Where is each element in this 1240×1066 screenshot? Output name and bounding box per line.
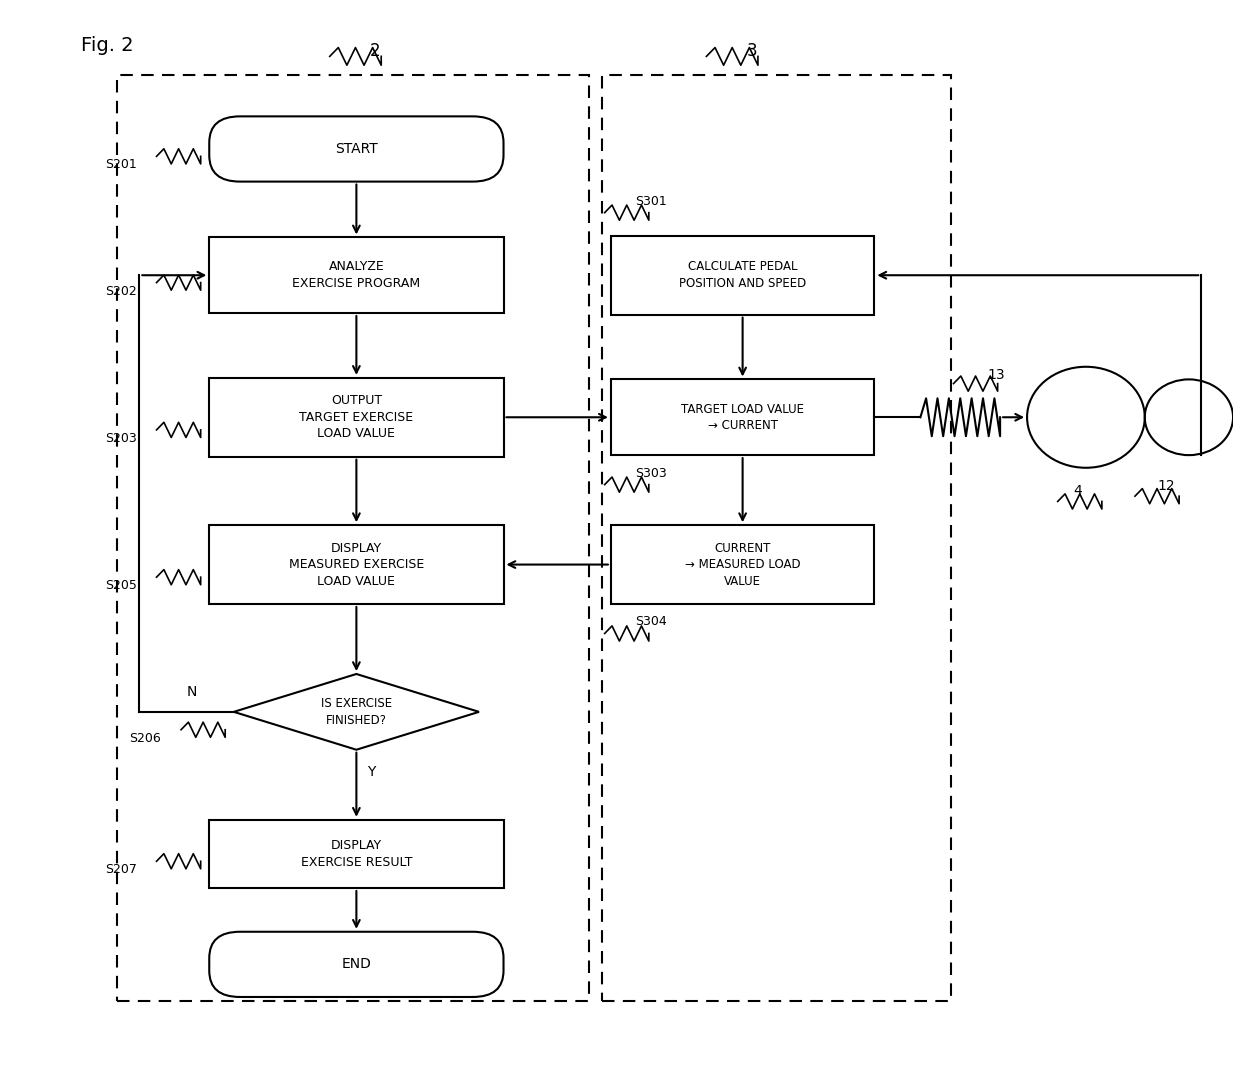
Text: END: END <box>341 957 371 971</box>
Text: TARGET LOAD VALUE
→ CURRENT: TARGET LOAD VALUE → CURRENT <box>681 403 804 432</box>
Text: 3: 3 <box>746 43 758 60</box>
Text: S207: S207 <box>105 863 136 876</box>
Text: S203: S203 <box>105 432 136 445</box>
Text: DISPLAY
MEASURED EXERCISE
LOAD VALUE: DISPLAY MEASURED EXERCISE LOAD VALUE <box>289 542 424 587</box>
Text: 13: 13 <box>988 368 1006 383</box>
Bar <box>118 76 589 1001</box>
Text: S201: S201 <box>105 158 136 172</box>
Text: S206: S206 <box>129 731 161 745</box>
Text: S301: S301 <box>635 195 667 208</box>
Text: Y: Y <box>367 765 376 779</box>
FancyBboxPatch shape <box>210 932 503 997</box>
Bar <box>210 526 503 604</box>
Bar <box>611 526 874 604</box>
Text: S202: S202 <box>105 285 136 297</box>
Bar <box>601 76 951 1001</box>
Text: 2: 2 <box>371 43 381 60</box>
Polygon shape <box>234 674 479 749</box>
Text: S304: S304 <box>635 615 667 628</box>
Text: 12: 12 <box>1157 479 1174 492</box>
Text: DISPLAY
EXERCISE RESULT: DISPLAY EXERCISE RESULT <box>300 839 412 869</box>
Text: N: N <box>186 685 197 699</box>
Bar <box>210 377 503 456</box>
Text: S303: S303 <box>635 467 667 480</box>
Bar <box>611 236 874 314</box>
Text: CALCULATE PEDAL
POSITION AND SPEED: CALCULATE PEDAL POSITION AND SPEED <box>680 260 806 290</box>
Text: S205: S205 <box>105 579 136 592</box>
FancyBboxPatch shape <box>210 116 503 181</box>
Bar <box>611 379 874 455</box>
Bar <box>210 238 503 313</box>
Text: ANALYZE
EXERCISE PROGRAM: ANALYZE EXERCISE PROGRAM <box>293 260 420 290</box>
Text: 4: 4 <box>1074 484 1083 498</box>
Bar <box>210 820 503 888</box>
Text: Fig. 2: Fig. 2 <box>81 36 133 55</box>
Text: START: START <box>335 142 378 156</box>
Text: IS EXERCISE
FINISHED?: IS EXERCISE FINISHED? <box>321 697 392 727</box>
Text: CURRENT
→ MEASURED LOAD
VALUE: CURRENT → MEASURED LOAD VALUE <box>684 542 801 587</box>
Text: OUTPUT
TARGET EXERCISE
LOAD VALUE: OUTPUT TARGET EXERCISE LOAD VALUE <box>299 394 413 440</box>
